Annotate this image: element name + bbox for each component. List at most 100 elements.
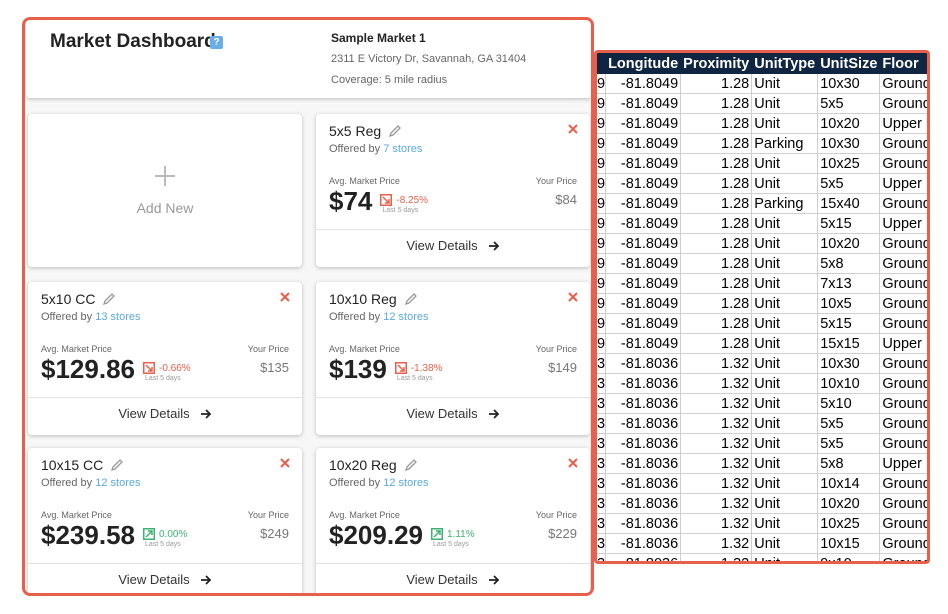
table-cell: 9 (597, 293, 607, 314)
change-block: -0.66% Last 5 days (142, 362, 191, 382)
price-change: -8.25% (396, 194, 429, 206)
table-cell: Ground (879, 253, 927, 274)
header-cell: UnitType (751, 53, 819, 74)
edit-icon (388, 125, 401, 138)
change-period: Last 5 days (396, 375, 433, 382)
edit-icon (404, 459, 417, 472)
table-cell: 9 (597, 73, 607, 94)
table-row: 9 -81.8049 1.28 Unit 10x20 Upper (597, 113, 927, 134)
table-cell: 1.32 (680, 513, 753, 534)
view-details-label: View Details (406, 572, 478, 587)
table-cell: Unit (751, 453, 819, 474)
table-cell: -81.8036 (605, 373, 682, 394)
table-cell: Unit (751, 273, 819, 294)
change-line: -8.25% (380, 194, 428, 206)
header-cell: UnitSize (817, 53, 881, 74)
store-count[interactable]: 13 stores (95, 311, 141, 323)
table-cell: 3 (597, 513, 607, 534)
trend-icon (430, 528, 443, 540)
table-cell: -81.8049 (605, 253, 682, 274)
trend-icon (142, 362, 155, 374)
store-count[interactable]: 7 stores (383, 143, 423, 155)
table-cell: Unit (751, 313, 819, 334)
header-row: Longitude Proximity UnitType UnitSize Floor (597, 53, 927, 74)
unit-name: 5x10 CC (41, 291, 96, 307)
change-period: Last 5 days (144, 541, 181, 548)
unit-card: 5x10 CC Offered by 13 stores Avg. Market P… (28, 282, 302, 435)
view-details[interactable]: View Details (316, 572, 590, 587)
table-cell: Unit (751, 233, 819, 254)
view-details[interactable]: View Details (28, 406, 302, 421)
table-cell: -81.8049 (605, 213, 682, 234)
table-cell: 1.32 (680, 453, 753, 474)
table-cell: Unit (751, 173, 819, 194)
your-price: $249 (260, 526, 289, 541)
price-row: $209.29 1.11% Last 5 days (329, 519, 475, 551)
table-cell: Ground (879, 93, 927, 114)
view-details-label: View Details (118, 572, 190, 587)
table-row: 9 -81.8049 1.28 Unit 5x15 Upper (597, 213, 927, 234)
table-cell: Ground (879, 553, 927, 561)
table-cell: Ground (879, 233, 927, 254)
table-cell: -81.8036 (605, 533, 682, 554)
table-cell: Parking (751, 193, 819, 214)
market-address: 2311 E Victory Dr, Savannah, GA 31404 (331, 53, 527, 65)
table-cell: -81.8049 (605, 293, 682, 314)
table-cell: 9 (597, 173, 607, 194)
table-cell: -81.8049 (605, 273, 682, 294)
market-price: $209.29 (329, 520, 423, 550)
table-cell: -81.8036 (605, 473, 682, 494)
view-details[interactable]: View Details (28, 572, 302, 587)
view-details-label: View Details (406, 406, 478, 421)
offered-by: Offered by 12 stores (329, 311, 428, 323)
table-cell: -81.8036 (605, 493, 682, 514)
table-row: 9 -81.8049 1.28 Unit 15x15 Upper (597, 333, 927, 354)
avg-price-label: Avg. Market Price (329, 176, 400, 186)
table-cell: Unit (751, 393, 819, 414)
table-cell: 3 (597, 453, 607, 474)
table-cell: 1.28 (680, 333, 753, 354)
table-cell: Unit (751, 333, 819, 354)
table-cell: Ground (879, 133, 927, 154)
table-cell: Ground (879, 313, 927, 334)
table-cell: 10x20 (817, 493, 881, 514)
arrow-icon (488, 240, 499, 251)
offered-by-label: Offered by (329, 143, 381, 155)
table-cell: 9 (597, 313, 607, 334)
help-icon[interactable]: ? (210, 36, 223, 49)
add-new-card[interactable]: Add New (28, 114, 302, 267)
offered-by-label: Offered by (329, 311, 381, 323)
table-cell: 1.28 (680, 133, 753, 154)
table-cell: 10x5 (817, 293, 881, 314)
table-cell: 1.28 (680, 293, 753, 314)
price-change: 1.11% (446, 528, 475, 540)
table-cell: 1.32 (680, 393, 753, 414)
store-count[interactable]: 12 stores (383, 477, 429, 489)
trend-icon (380, 194, 393, 206)
offered-by: Offered by 12 stores (329, 477, 428, 489)
view-details[interactable]: View Details (316, 406, 590, 421)
table-cell: 1.32 (680, 553, 753, 561)
table-row: 3 -81.8036 1.32 Unit 10x30 Ground (597, 353, 927, 374)
store-count[interactable]: 12 stores (383, 311, 429, 323)
table-cell: 10x25 (817, 513, 881, 534)
table-cell: 15x15 (817, 333, 881, 354)
table-row: 9 -81.8049 1.28 Parking 10x30 Ground (597, 133, 927, 154)
view-details-label: View Details (118, 406, 190, 421)
add-new-label: Add New (136, 200, 194, 216)
table-cell: 1.32 (680, 533, 753, 554)
table-cell: Unit (751, 533, 819, 554)
table-row: 9 -81.8049 1.28 Unit 7x13 Ground (597, 273, 927, 294)
table-cell: 1.32 (680, 373, 753, 394)
table-cell: -81.8036 (605, 553, 682, 561)
your-price: $135 (260, 360, 289, 375)
header-cell: Longitude (605, 53, 682, 74)
table-cell: 3 (597, 393, 607, 414)
unit-card: 10x15 CC Offered by 12 stores Avg. Market … (28, 448, 302, 593)
table-cell: Unit (751, 373, 819, 394)
unit-name: 10x20 Reg (329, 457, 397, 473)
view-details[interactable]: View Details (316, 238, 590, 253)
unit-name: 5x5 Reg (329, 123, 382, 139)
store-count[interactable]: 12 stores (95, 477, 141, 489)
table-cell: -81.8049 (605, 93, 682, 114)
